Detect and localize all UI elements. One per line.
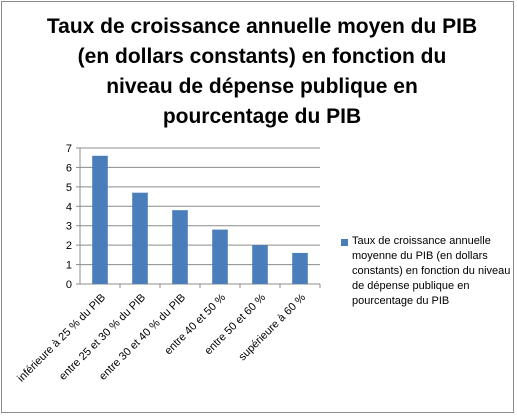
x-tick-label: supérieure à 60 % [237,291,309,363]
bar [252,245,268,284]
axes [76,147,321,288]
bar [172,210,188,284]
bar [292,252,308,284]
legend-swatch [341,239,348,246]
y-tick-label: 6 [66,162,72,174]
bar [132,192,148,284]
y-tick-label: 0 [66,279,72,291]
y-tick-label: 4 [66,201,72,213]
y-tick-label: 5 [66,182,72,194]
chart-title: Taux de croissance annuelle moyen du PIB… [46,15,478,128]
bar [212,229,228,284]
legend-label: Taux de croissance annuelle moyenne du P… [352,235,511,307]
y-tick-label: 7 [66,143,72,155]
y-tick-label: 3 [66,221,72,233]
bars [92,155,308,284]
y-tick-label: 2 [66,240,72,252]
gridlines [80,147,320,266]
bar [92,155,108,284]
y-tick-labels: 0 1 2 3 4 5 6 7 [66,143,72,291]
y-tick-label: 1 [66,260,72,272]
